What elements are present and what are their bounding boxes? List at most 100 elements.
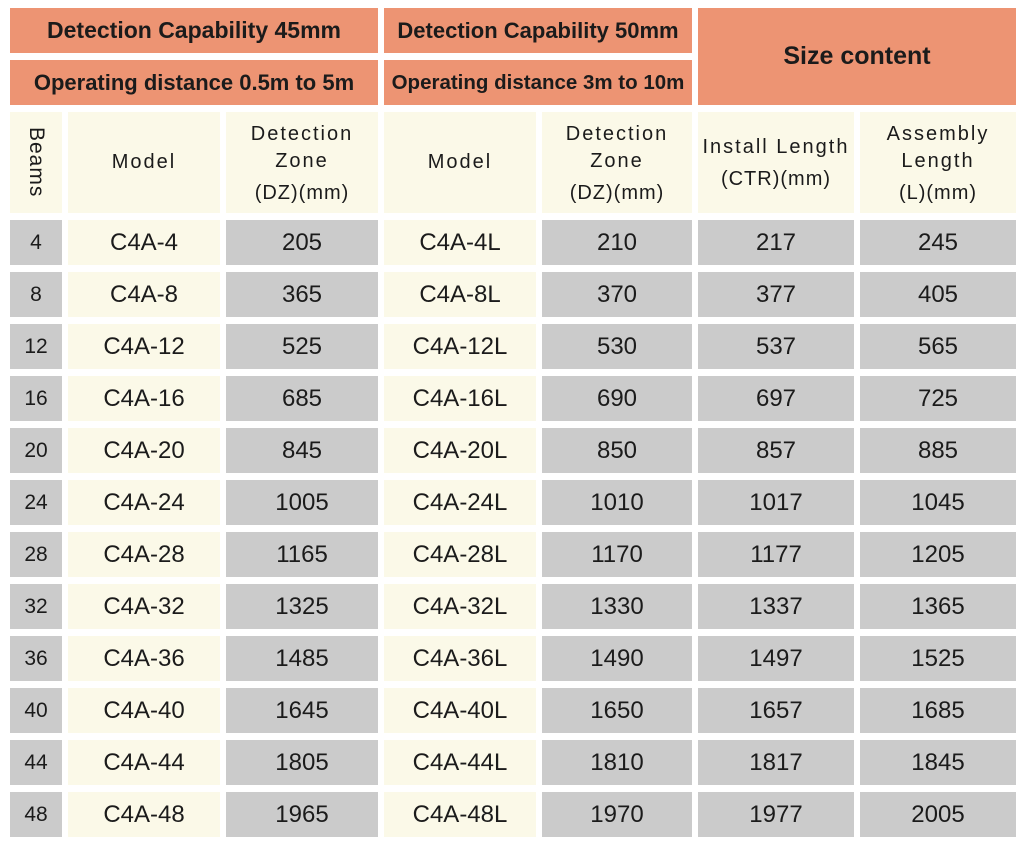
model-50-cell: C4A-20L [384, 428, 536, 473]
dz-50-cell: 210 [542, 220, 692, 265]
install-length-cell: 857 [698, 428, 854, 473]
group-subheader-operating-distance-50: Operating distance 3m to 10m [384, 60, 692, 105]
col-header-model-50: Model [384, 112, 536, 213]
install-length-cell: 537 [698, 324, 854, 369]
beams-cell: 32 [10, 584, 62, 629]
dz-50-cell: 850 [542, 428, 692, 473]
group-header-detection-capability-50: Detection Capability 50mm [384, 8, 692, 53]
beams-cell: 36 [10, 636, 62, 681]
col-header-detection-zone-45: Detection Zone (DZ)(mm) [226, 112, 378, 213]
dz-50-cell: 1970 [542, 792, 692, 837]
dz-45-cell: 1005 [226, 480, 378, 525]
model-50-cell: C4A-32L [384, 584, 536, 629]
model-45-cell: C4A-8 [68, 272, 220, 317]
col-header-model-45: Model [68, 112, 220, 213]
install-length-cell: 1977 [698, 792, 854, 837]
dz-45-cell: 1325 [226, 584, 378, 629]
assembly-length-cell: 725 [860, 376, 1016, 421]
model-45-cell: C4A-24 [68, 480, 220, 525]
assembly-length-cell: 565 [860, 324, 1016, 369]
install-length-cell: 697 [698, 376, 854, 421]
col-header-model-45-label: Model [111, 151, 177, 173]
group-subheader-operating-distance-45: Operating distance 0.5m to 5m [10, 60, 378, 105]
model-50-cell: C4A-4L [384, 220, 536, 265]
dz-50-cell: 530 [542, 324, 692, 369]
install-length-cell: 1017 [698, 480, 854, 525]
col-header-detection-zone-45-unit: (DZ)(mm) [254, 181, 350, 204]
beams-cell: 40 [10, 688, 62, 733]
model-45-cell: C4A-44 [68, 740, 220, 785]
model-50-cell: C4A-48L [384, 792, 536, 837]
assembly-length-cell: 1845 [860, 740, 1016, 785]
col-header-assembly-length-unit: (L)(mm) [898, 181, 978, 204]
model-50-cell: C4A-28L [384, 532, 536, 577]
model-50-cell: C4A-8L [384, 272, 536, 317]
dz-50-cell: 1650 [542, 688, 692, 733]
col-header-install-length-label: Install Length [702, 136, 850, 158]
col-header-install-length: Install Length (CTR)(mm) [698, 112, 854, 213]
dz-45-cell: 1485 [226, 636, 378, 681]
dz-45-cell: 1965 [226, 792, 378, 837]
col-header-detection-zone-45-label: Detection Zone [250, 122, 354, 172]
col-header-detection-zone-50-unit: (DZ)(mm) [569, 181, 665, 204]
col-header-beams-label: Beams [25, 127, 48, 198]
beams-cell: 48 [10, 792, 62, 837]
col-header-assembly-length: Assembly Length (L)(mm) [860, 112, 1016, 213]
col-header-model-50-label: Model [427, 151, 493, 173]
beams-cell: 4 [10, 220, 62, 265]
install-length-cell: 1657 [698, 688, 854, 733]
group-header-detection-capability-45: Detection Capability 45mm [10, 8, 378, 53]
install-length-cell: 1337 [698, 584, 854, 629]
model-45-cell: C4A-32 [68, 584, 220, 629]
assembly-length-cell: 1205 [860, 532, 1016, 577]
model-50-cell: C4A-36L [384, 636, 536, 681]
beams-cell: 24 [10, 480, 62, 525]
dz-45-cell: 365 [226, 272, 378, 317]
model-50-cell: C4A-24L [384, 480, 536, 525]
assembly-length-cell: 1365 [860, 584, 1016, 629]
dz-50-cell: 1170 [542, 532, 692, 577]
group-header-size-content: Size content [698, 8, 1016, 105]
beams-cell: 28 [10, 532, 62, 577]
model-45-cell: C4A-36 [68, 636, 220, 681]
install-length-cell: 377 [698, 272, 854, 317]
beams-cell: 20 [10, 428, 62, 473]
assembly-length-cell: 405 [860, 272, 1016, 317]
col-header-detection-zone-50: Detection Zone (DZ)(mm) [542, 112, 692, 213]
col-header-assembly-length-label: Assembly Length [886, 122, 990, 172]
assembly-length-cell: 1525 [860, 636, 1016, 681]
dz-45-cell: 1805 [226, 740, 378, 785]
assembly-length-cell: 1045 [860, 480, 1016, 525]
beams-cell: 8 [10, 272, 62, 317]
model-45-cell: C4A-48 [68, 792, 220, 837]
dz-50-cell: 1010 [542, 480, 692, 525]
dz-50-cell: 370 [542, 272, 692, 317]
col-header-beams: Beams [10, 112, 62, 213]
model-45-cell: C4A-40 [68, 688, 220, 733]
dz-45-cell: 1645 [226, 688, 378, 733]
model-45-cell: C4A-16 [68, 376, 220, 421]
dz-50-cell: 690 [542, 376, 692, 421]
model-50-cell: C4A-40L [384, 688, 536, 733]
model-45-cell: C4A-28 [68, 532, 220, 577]
assembly-length-cell: 1685 [860, 688, 1016, 733]
model-45-cell: C4A-12 [68, 324, 220, 369]
assembly-length-cell: 885 [860, 428, 1016, 473]
model-45-cell: C4A-4 [68, 220, 220, 265]
dz-50-cell: 1330 [542, 584, 692, 629]
install-length-cell: 1817 [698, 740, 854, 785]
dz-45-cell: 845 [226, 428, 378, 473]
install-length-cell: 1177 [698, 532, 854, 577]
col-header-install-length-unit: (CTR)(mm) [720, 168, 832, 190]
dz-45-cell: 205 [226, 220, 378, 265]
install-length-cell: 1497 [698, 636, 854, 681]
assembly-length-cell: 2005 [860, 792, 1016, 837]
model-45-cell: C4A-20 [68, 428, 220, 473]
beams-cell: 16 [10, 376, 62, 421]
dz-50-cell: 1810 [542, 740, 692, 785]
install-length-cell: 217 [698, 220, 854, 265]
spec-table: Detection Capability 45mm Detection Capa… [10, 8, 1016, 837]
dz-45-cell: 685 [226, 376, 378, 421]
dz-45-cell: 1165 [226, 532, 378, 577]
assembly-length-cell: 245 [860, 220, 1016, 265]
